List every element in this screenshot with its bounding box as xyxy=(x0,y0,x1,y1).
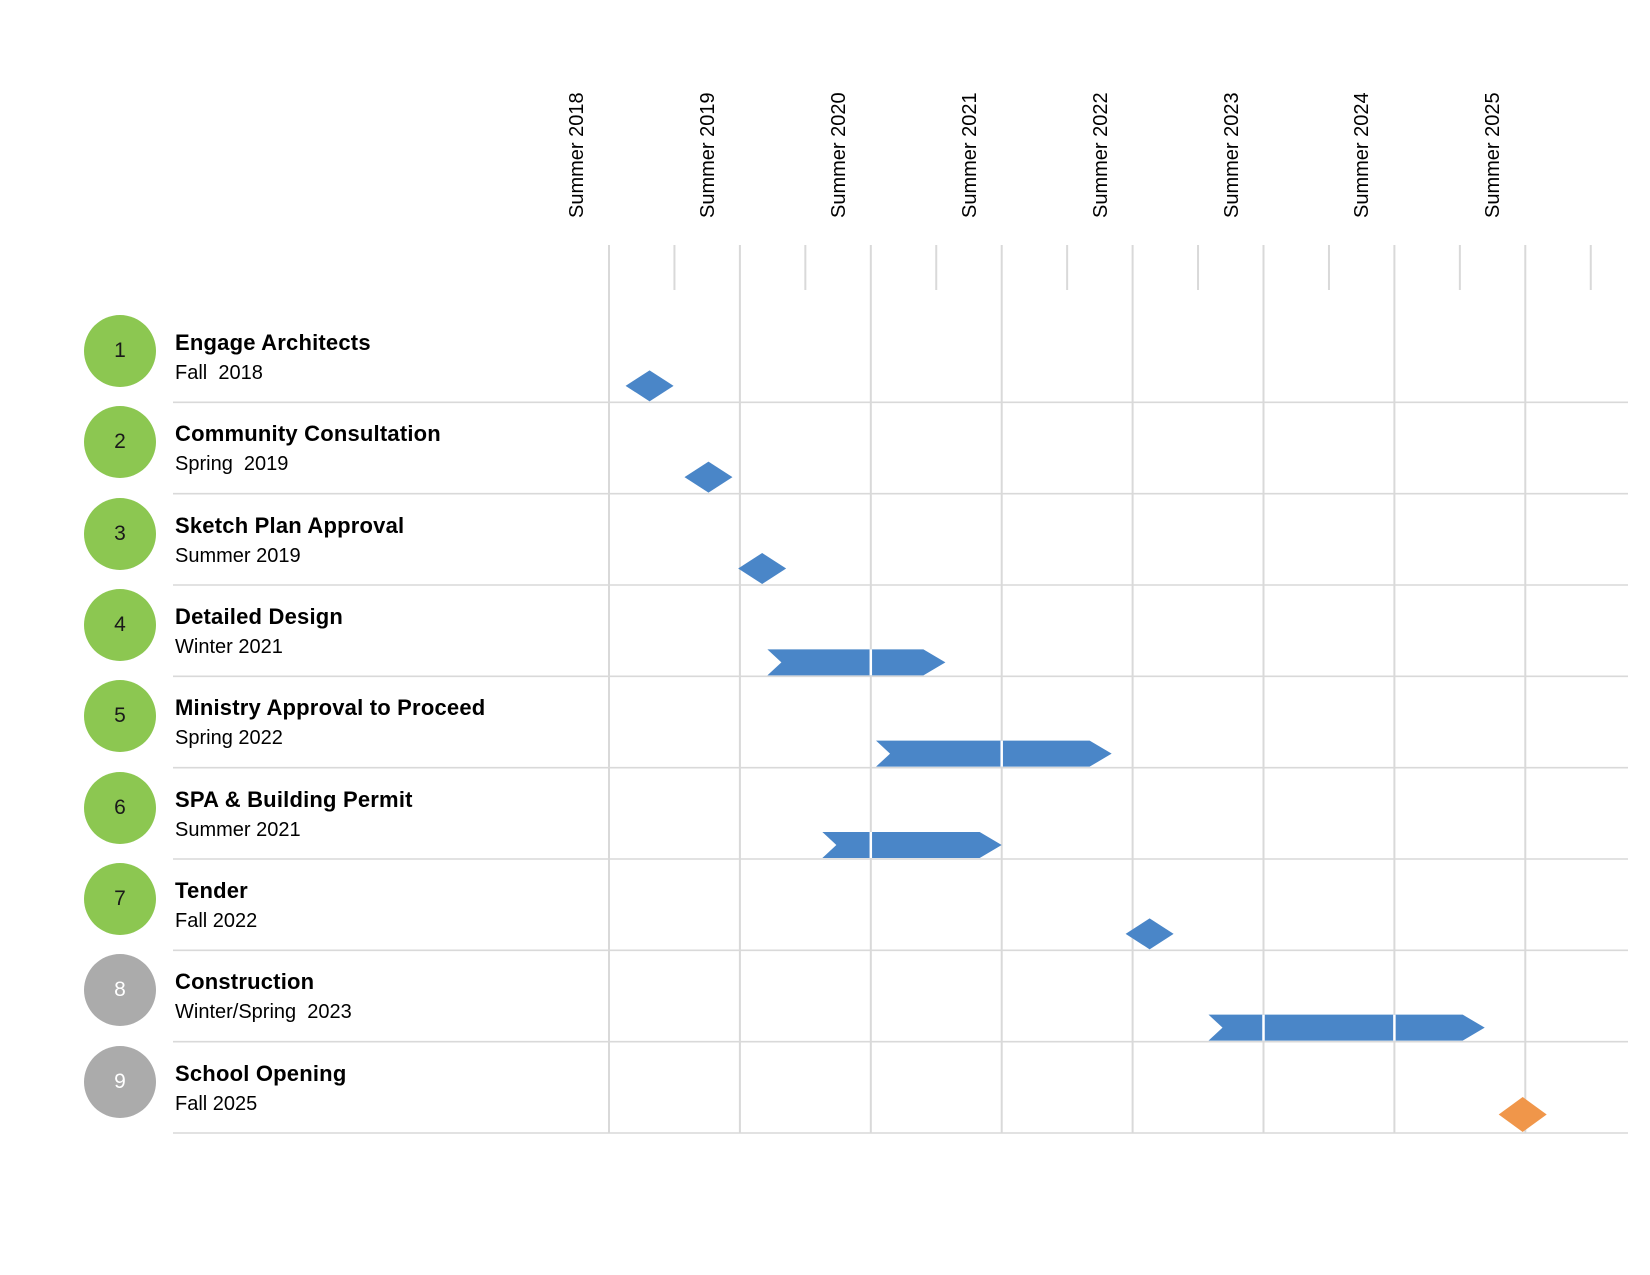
task-number-badge: 8 xyxy=(84,954,156,1027)
milestone-diamond xyxy=(1498,1096,1547,1132)
axis-label: Summer 2021 xyxy=(958,92,981,218)
task-title: School Opening xyxy=(175,1060,347,1086)
task-number: 8 xyxy=(114,978,126,1002)
bar-segment-separator xyxy=(869,649,873,676)
task-date: Fall 2022 xyxy=(175,909,258,932)
task-date: Winter/Spring 2023 xyxy=(175,1001,352,1024)
task-number: 4 xyxy=(114,612,126,636)
task-title: Community Consultation xyxy=(175,421,441,447)
task-bar xyxy=(1208,1014,1485,1041)
task-title: Sketch Plan Approval xyxy=(175,512,405,538)
task-title: SPA & Building Permit xyxy=(175,786,413,812)
axis-label: Summer 2025 xyxy=(1482,92,1505,218)
task-date: Spring 2019 xyxy=(175,453,289,476)
task-title: Tender xyxy=(175,877,248,903)
milestone-diamond xyxy=(738,552,787,584)
task-number-badge: 5 xyxy=(84,680,156,753)
task-bar xyxy=(876,740,1112,767)
task-text: Tender Fall 2022 xyxy=(175,859,257,934)
task-text: Ministry Approval to Proceed Spring 2022 xyxy=(175,676,485,751)
bar-segment-separator xyxy=(1393,1014,1396,1041)
task-date: Winter 2021 xyxy=(175,635,283,658)
task-text: Engage Architects Fall 2018 xyxy=(175,311,371,386)
task-number: 6 xyxy=(114,795,126,819)
task-bar xyxy=(822,831,1002,858)
task-text: Sketch Plan Approval Summer 2019 xyxy=(175,494,404,569)
task-title: Engage Architects xyxy=(175,330,371,355)
milestone-diamond xyxy=(625,370,674,402)
task-date: Summer 2019 xyxy=(175,544,301,567)
axis-label: Summer 2024 xyxy=(1351,92,1374,218)
axis-label: Summer 2020 xyxy=(827,92,850,218)
task-title: Construction xyxy=(175,969,315,995)
bar-segment-separator xyxy=(1000,740,1003,767)
task-bar xyxy=(767,649,946,676)
task-number-badge: 7 xyxy=(84,862,156,935)
task-number: 9 xyxy=(114,1069,126,1093)
bar-segment-separator xyxy=(1262,1014,1265,1041)
task-number-badge: 6 xyxy=(84,771,156,844)
task-date: Fall 2018 xyxy=(175,362,263,384)
bar-segment-separator xyxy=(869,831,873,858)
task-title: Detailed Design xyxy=(175,603,344,629)
task-date: Spring 2022 xyxy=(175,727,283,750)
task-number-badge: 9 xyxy=(84,1045,156,1118)
task-title: Ministry Approval to Proceed xyxy=(175,695,486,721)
task-number: 1 xyxy=(114,339,126,362)
task-number: 3 xyxy=(114,521,126,545)
axis-label: Summer 2019 xyxy=(696,92,719,218)
axis-label: Summer 2018 xyxy=(566,92,588,218)
task-text: School Opening Fall 2025 xyxy=(175,1042,346,1117)
task-text: Construction Winter/Spring 2023 xyxy=(175,950,352,1025)
task-number-badge: 4 xyxy=(84,588,156,661)
task-text: SPA & Building Permit Summer 2021 xyxy=(175,768,413,843)
task-number-badge: 2 xyxy=(84,406,156,479)
task-number: 2 xyxy=(114,430,126,454)
task-number-badge: 1 xyxy=(84,315,156,387)
milestone-diamond xyxy=(1125,918,1174,950)
axis-label: Summer 2022 xyxy=(1089,92,1112,218)
task-date: Fall 2025 xyxy=(175,1092,258,1115)
task-number: 7 xyxy=(114,886,126,910)
axis-label: Summer 2023 xyxy=(1220,92,1243,218)
task-text: Community Consultation Spring 2019 xyxy=(175,402,441,477)
milestone-diamond xyxy=(684,461,733,493)
task-number-badge: 3 xyxy=(84,497,156,570)
task-text: Detailed Design Winter 2021 xyxy=(175,585,343,660)
task-date: Summer 2021 xyxy=(175,818,301,841)
task-number: 5 xyxy=(114,704,126,728)
